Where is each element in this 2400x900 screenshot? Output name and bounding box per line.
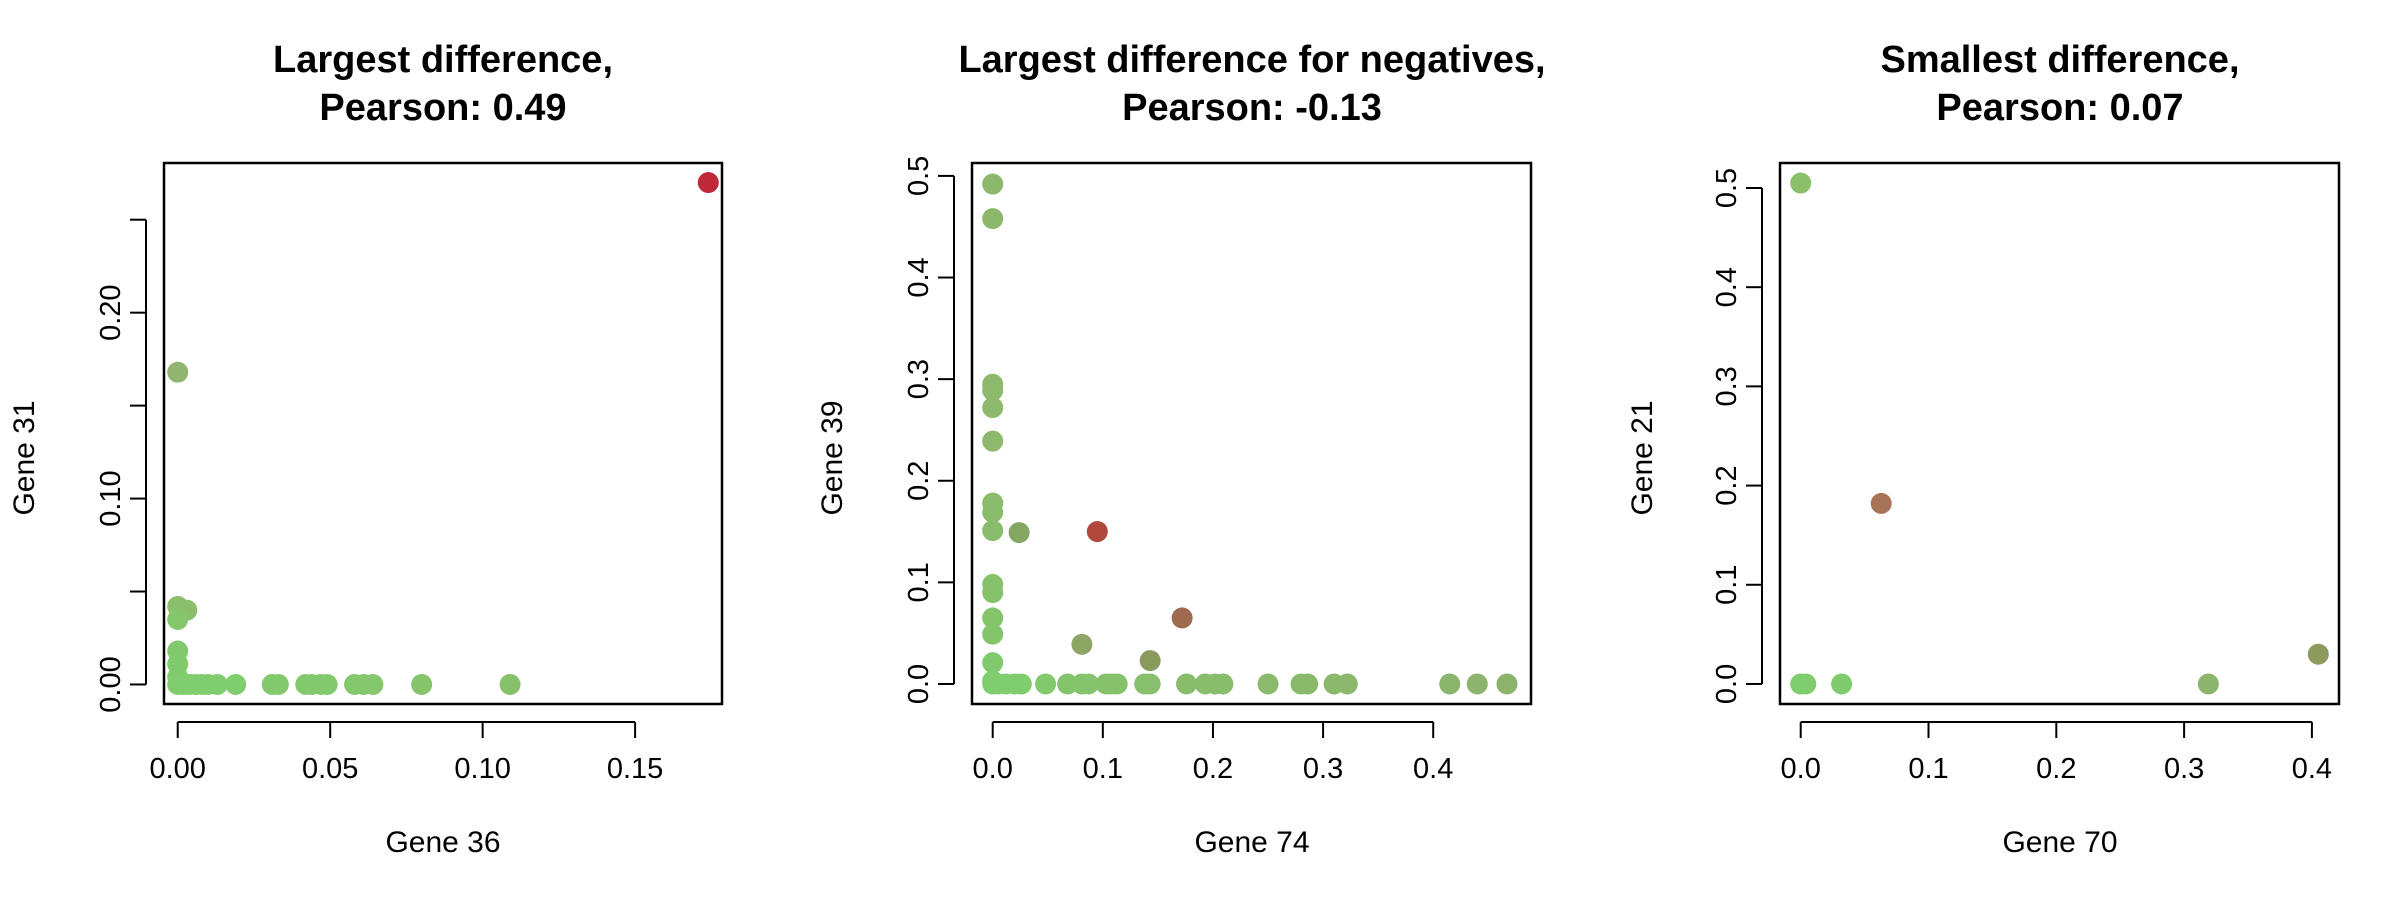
- data-point: [1212, 673, 1234, 695]
- data-point: [1870, 492, 1892, 514]
- y-tick-label: 0.0: [1711, 664, 1743, 704]
- y-tick-label: 0.2: [1711, 465, 1743, 505]
- data-point: [697, 172, 719, 194]
- data-point: [167, 608, 189, 630]
- x-axis-label: Gene 36: [385, 826, 500, 859]
- y-tick-label: 0.0: [903, 664, 935, 704]
- x-tick-label: 0.4: [2292, 753, 2332, 785]
- data-point: [1139, 673, 1161, 695]
- data-point: [1831, 673, 1853, 695]
- x-tick-label: 0.2: [2036, 753, 2076, 785]
- data-point: [411, 673, 433, 695]
- y-tick-label: 0.00: [95, 656, 127, 712]
- data-point: [167, 361, 189, 383]
- data-point: [982, 501, 1004, 523]
- data-point: [982, 208, 1004, 230]
- y-tick-label: 0.5: [1711, 168, 1743, 208]
- data-point: [982, 582, 1004, 604]
- data-point: [1795, 673, 1817, 695]
- x-tick-label: 0.1: [1083, 753, 1123, 785]
- data-point: [982, 379, 1004, 401]
- y-axis-label: Gene 21: [1626, 400, 1659, 515]
- x-tick-label: 0.10: [454, 753, 510, 785]
- scatter-panel-1: Largest difference, Pearson: 0.49 Gene 3…: [8, 39, 724, 859]
- data-point: [982, 397, 1004, 419]
- data-point: [1071, 633, 1093, 655]
- chart-title: Largest difference,: [273, 39, 613, 81]
- data-point: [267, 673, 289, 695]
- data-point: [982, 430, 1004, 452]
- data-point: [1171, 607, 1193, 629]
- data-point: [1257, 673, 1279, 695]
- data-point: [982, 607, 1004, 629]
- data-point: [1106, 673, 1128, 695]
- data-point: [982, 173, 1004, 195]
- y-tick-label: 0.5: [903, 156, 935, 196]
- x-axis-label: Gene 74: [1194, 826, 1309, 859]
- x-tick-label: 0.3: [1303, 753, 1343, 785]
- x-tick-label: 0.1: [1908, 753, 1948, 785]
- data-point: [225, 673, 247, 695]
- y-tick-label: 0.4: [1711, 267, 1743, 307]
- scatter-panel-3: Smallest difference, Pearson: 0.07 Gene …: [1626, 39, 2341, 859]
- data-point: [362, 673, 384, 695]
- data-point: [1439, 673, 1461, 695]
- data-point: [1010, 673, 1032, 695]
- y-axis-label: Gene 31: [8, 400, 41, 515]
- y-tick-label: 0.3: [1711, 366, 1743, 406]
- y-tick-label: 0.10: [95, 470, 127, 526]
- x-tick-label: 0.3: [2164, 753, 2204, 785]
- x-tick-label: 0.15: [607, 753, 663, 785]
- y-tick-label: 0.3: [903, 359, 935, 399]
- chart-subtitle: Pearson: -0.13: [1122, 87, 1382, 129]
- data-point: [982, 623, 1004, 645]
- data-point: [982, 520, 1004, 542]
- data-point: [206, 673, 228, 695]
- x-axis-label: Gene 70: [2002, 826, 2117, 859]
- data-point: [316, 673, 338, 695]
- data-point: [499, 673, 521, 695]
- y-tick-label: 0.20: [95, 284, 127, 340]
- x-tick-label: 0.0: [973, 753, 1013, 785]
- data-point: [982, 652, 1004, 674]
- data-point: [1078, 673, 1100, 695]
- y-axis-label: Gene 39: [816, 400, 849, 515]
- data-point: [1139, 650, 1161, 672]
- data-point: [2307, 643, 2329, 665]
- x-tick-label: 0.00: [149, 753, 205, 785]
- plot-frame: [162, 161, 724, 706]
- plot-frame: [970, 161, 1533, 706]
- data-point: [1466, 673, 1488, 695]
- data-point: [1176, 673, 1198, 695]
- x-tick-label: 0.2: [1193, 753, 1233, 785]
- y-tick-label: 0.1: [903, 562, 935, 602]
- data-point: [1790, 172, 1812, 194]
- data-point: [2197, 673, 2219, 695]
- scatter-panel-2: Largest difference for negatives, Pearso…: [816, 39, 1546, 859]
- y-tick-label: 0.4: [903, 257, 935, 297]
- chart-subtitle: Pearson: 0.07: [1936, 87, 2183, 129]
- data-point: [1496, 673, 1518, 695]
- plot-frame: [1778, 161, 2341, 706]
- data-point: [1008, 522, 1030, 544]
- data-point: [1336, 673, 1358, 695]
- data-point: [1297, 673, 1319, 695]
- chart-subtitle: Pearson: 0.49: [319, 87, 566, 129]
- y-tick-label: 0.2: [903, 461, 935, 501]
- chart-title: Largest difference for negatives,: [958, 39, 1545, 81]
- x-tick-label: 0.0: [1781, 753, 1821, 785]
- data-point: [1035, 673, 1057, 695]
- data-point: [1086, 521, 1108, 543]
- y-tick-label: 0.1: [1711, 565, 1743, 605]
- x-tick-label: 0.05: [302, 753, 358, 785]
- x-tick-label: 0.4: [1413, 753, 1453, 785]
- chart-title: Smallest difference,: [1880, 39, 2239, 81]
